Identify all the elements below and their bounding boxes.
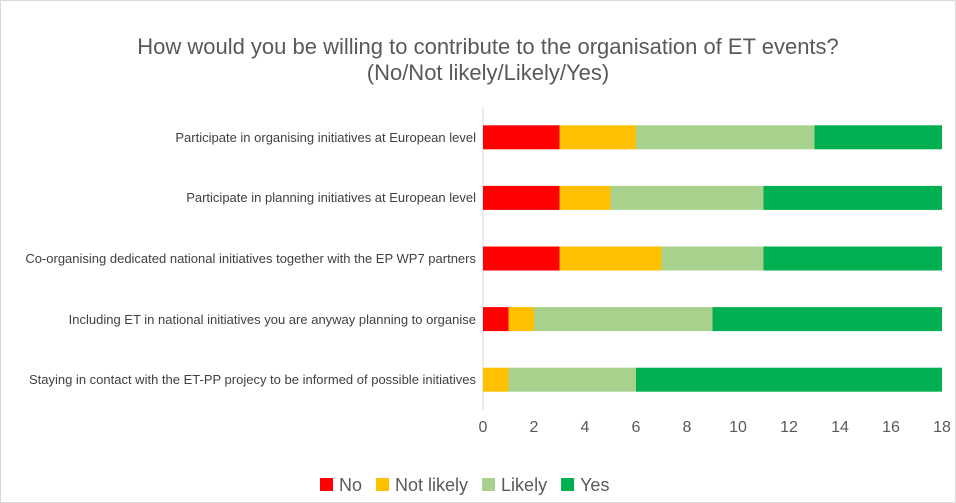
x-tick-label: 14 xyxy=(831,419,849,436)
x-tick-label: 0 xyxy=(479,419,488,436)
legend-swatch xyxy=(482,478,496,491)
bar-segment xyxy=(610,185,764,210)
legend-label: Yes xyxy=(580,475,609,495)
legend-swatch xyxy=(376,478,390,491)
legend-swatch xyxy=(320,478,333,491)
bar-segment xyxy=(483,307,509,332)
bar-segment xyxy=(763,185,942,210)
legend-label: No xyxy=(339,475,362,495)
x-tick-label: 10 xyxy=(729,419,747,436)
bar-segment xyxy=(483,246,560,271)
x-tick-label: 6 xyxy=(632,419,641,436)
x-tick-label: 16 xyxy=(882,419,900,436)
x-tick-label: 4 xyxy=(581,419,590,436)
bar-segment xyxy=(534,307,713,332)
x-tick-label: 18 xyxy=(933,419,951,436)
y-tick-label: Co-organising dedicated national initiat… xyxy=(25,251,476,266)
bar-segment xyxy=(508,307,534,332)
bar-segment xyxy=(483,185,560,210)
y-tick-label: Participate in organising initiatives at… xyxy=(175,129,476,145)
bar-segment xyxy=(636,367,942,392)
legend-label: Not likely xyxy=(395,475,468,495)
x-tick-label: 12 xyxy=(780,419,798,436)
y-tick-label: Staying in contact with the ET-PP projec… xyxy=(28,372,476,388)
bar-segment xyxy=(814,125,942,150)
bar-segment xyxy=(483,125,560,150)
bar-segment xyxy=(636,125,815,150)
bar-segment xyxy=(712,307,942,332)
bar-segment xyxy=(483,367,509,392)
legend-label: Likely xyxy=(501,475,547,495)
bar-segment xyxy=(559,185,611,210)
chart-title: How would you be willing to contribute t… xyxy=(137,34,839,85)
x-tick-label: 2 xyxy=(530,419,539,436)
bar-segment xyxy=(508,367,636,392)
bar-segment xyxy=(559,125,636,150)
y-tick-label: Participate in planning initiatives at E… xyxy=(186,190,476,206)
legend-swatch xyxy=(561,478,575,491)
bar-segment xyxy=(763,246,942,271)
x-tick-label: 8 xyxy=(683,419,692,436)
y-tick-label: Including ET in national initiatives you… xyxy=(68,311,476,327)
bar-segment xyxy=(661,246,764,271)
bar-segment xyxy=(559,246,662,271)
